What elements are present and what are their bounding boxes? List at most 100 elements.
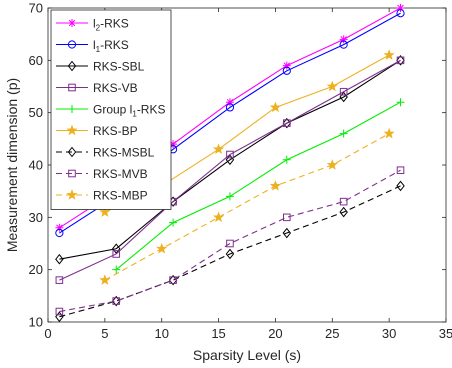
- x-tick-label: 10: [154, 326, 168, 341]
- data-point: [396, 180, 405, 192]
- x-axis-label: Sparsity Level (s): [193, 347, 301, 363]
- data-point: [226, 150, 234, 159]
- legend: l2-RKS l1-RKS RKS-SBL RKS-VB Group l1-RKS RKS…: [50, 9, 172, 210]
- data-point: [383, 127, 395, 139]
- x-tick-label: 35: [439, 326, 452, 341]
- x-tick-label: 20: [268, 326, 282, 341]
- y-axis-label: Measurement dimension (p): [4, 78, 20, 252]
- data-point: [66, 124, 78, 136]
- data-point: [283, 119, 291, 127]
- data-point: [55, 253, 64, 265]
- data-point: [339, 40, 348, 49]
- data-point: [396, 98, 405, 107]
- data-point: [99, 206, 111, 217]
- y-tick-label: 70: [29, 1, 43, 16]
- data-point: [396, 55, 405, 66]
- data-point: [169, 218, 178, 227]
- data-point: [225, 192, 234, 201]
- legend-label: RKS-SBL: [93, 60, 145, 74]
- data-point: [66, 189, 78, 200]
- legend-label: RKS-MSBL: [93, 146, 155, 160]
- data-point: [55, 307, 64, 316]
- data-point: [112, 250, 121, 258]
- data-point: [213, 143, 225, 155]
- data-point: [111, 295, 121, 307]
- data-point: [156, 242, 168, 254]
- data-point: [55, 228, 64, 238]
- legend-label: RKS-BP: [93, 124, 138, 138]
- x-tick-label: 30: [382, 326, 396, 341]
- data-point: [68, 105, 76, 113]
- data-point: [68, 169, 76, 178]
- data-point: [326, 80, 338, 92]
- x-tick-label: 25: [325, 326, 339, 341]
- data-point: [396, 9, 405, 18]
- data-point: [55, 223, 64, 232]
- data-point: [282, 66, 291, 75]
- data-point: [67, 40, 77, 49]
- legend-item: RKS-VB: [56, 81, 138, 95]
- data-point: [269, 180, 281, 191]
- data-point: [396, 166, 405, 175]
- y-tick-label: 30: [29, 210, 43, 225]
- x-tick-label: 0: [44, 326, 51, 341]
- legend-label: Group l1-RKS: [93, 103, 165, 119]
- series-line: [59, 59, 401, 281]
- series-line: [59, 185, 401, 318]
- axis-ticks: 0 5 10 15 20 25 30 35 10 20 30 40 50 60 70: [29, 1, 452, 342]
- legend-item: RKS-MBP: [56, 189, 148, 203]
- data-point: [225, 103, 235, 112]
- data-point: [67, 60, 77, 72]
- legend-item: RKS-BP: [56, 124, 138, 138]
- data-point: [282, 61, 291, 70]
- data-point: [67, 146, 77, 158]
- data-point: [226, 239, 234, 248]
- legend-item: RKS-MSBL: [56, 146, 155, 160]
- data-point: [68, 19, 76, 27]
- y-tick-label: 10: [29, 315, 43, 330]
- y-tick-label: 40: [29, 158, 43, 173]
- legend-item: RKS-SBL: [56, 60, 145, 74]
- series-rks-vb: [55, 56, 405, 284]
- data-point: [283, 213, 291, 222]
- x-tick-label: 5: [101, 326, 108, 341]
- data-point: [339, 197, 348, 206]
- legend-label: RKS-MBP: [93, 189, 148, 203]
- y-tick-label: 50: [29, 105, 43, 120]
- legend-label: RKS-MVB: [93, 167, 148, 181]
- series-group-l1-rks: [112, 98, 405, 274]
- series-line: [104, 133, 390, 281]
- data-point: [112, 297, 121, 305]
- legend-label: l2-RKS: [93, 17, 129, 33]
- series-rks-mbp: [99, 127, 395, 285]
- series-line: [59, 59, 401, 260]
- data-point: [339, 35, 348, 44]
- y-tick-label: 60: [29, 53, 43, 68]
- data-point: [383, 49, 395, 60]
- y-tick-label: 20: [29, 262, 43, 277]
- legend-label: l1-RKS: [93, 38, 129, 54]
- data-point: [396, 56, 405, 65]
- legend-box: [50, 9, 172, 210]
- data-point: [396, 4, 405, 12]
- legend-label: RKS-VB: [93, 81, 138, 95]
- series-rks-mvb: [55, 166, 405, 316]
- data-point: [225, 248, 235, 260]
- data-point: [55, 276, 64, 284]
- data-point: [269, 101, 281, 113]
- data-point: [326, 159, 338, 170]
- data-point: [282, 155, 291, 164]
- data-point: [282, 227, 292, 239]
- x-tick-label: 15: [211, 326, 225, 341]
- data-point: [339, 87, 348, 96]
- data-point: [339, 206, 348, 218]
- data-point: [169, 276, 177, 284]
- legend-item: Group l1-RKS: [56, 103, 165, 119]
- data-point: [225, 98, 234, 107]
- data-point: [68, 83, 76, 92]
- data-point: [99, 274, 111, 285]
- series-line: [115, 101, 401, 271]
- legend-item: RKS-MVB: [56, 167, 148, 181]
- legend-item: l1-RKS: [56, 38, 129, 54]
